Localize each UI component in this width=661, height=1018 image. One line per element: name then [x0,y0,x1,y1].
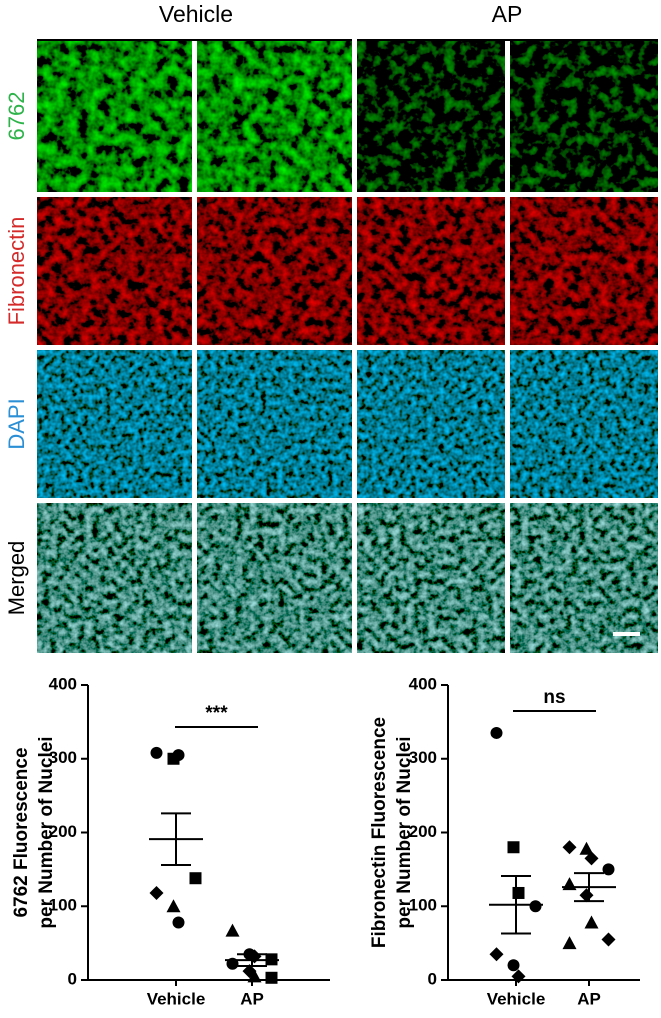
y-tick-label: 100 [409,896,437,915]
data-point [507,841,520,854]
data-point [562,840,577,855]
y-tick-label: 300 [409,748,437,767]
micrographs [37,40,658,653]
data-point [150,746,163,759]
micrograph-texture [37,503,192,653]
micrograph-texture [510,197,658,345]
y-tick-label: 100 [49,896,77,915]
micrograph-texture [37,40,192,192]
y-axis-label: per Number of Nuclei [36,736,57,928]
significance-label: *** [205,703,228,724]
y-axis-label: 6762 Fluorescence [11,747,32,917]
micrograph-texture [197,503,352,653]
y-tick-label: 200 [409,822,437,841]
y-tick-label: 300 [49,748,77,767]
data-point [602,863,615,876]
y-tick-label: 0 [68,969,77,988]
micrograph-texture [510,503,658,653]
significance-label: ns [543,687,565,708]
micrograph-texture [37,197,192,345]
data-point [172,916,185,929]
data-point [490,726,503,739]
data-point [529,900,542,913]
y-axis-label: Fibronectin Fluorescence [369,717,390,948]
data-point [507,959,520,972]
y-tick-label: 400 [409,674,437,693]
micrograph-texture [510,40,658,192]
micrograph-texture [357,197,505,345]
data-point [247,969,262,983]
row-label: DAPI [4,398,29,449]
data-point [166,899,181,913]
row-label: Fibronectin [4,217,29,326]
micrograph-texture [357,350,505,498]
x-tick-label: Vehicle [487,989,546,1008]
data-point [172,749,185,762]
data-point [562,936,577,950]
y-tick-label: 400 [49,674,77,693]
y-tick-label: 0 [428,969,437,988]
micrograph-texture [510,350,658,498]
y-axis-label: per Number of Nuclei [394,736,415,928]
micrograph-texture [197,40,352,192]
micrograph-texture [197,197,352,345]
micrograph-texture [357,503,505,653]
x-tick-label: AP [577,989,601,1008]
data-point [584,915,599,929]
data-point [511,969,526,984]
row-label: 6762 [4,92,29,141]
x-tick-label: Vehicle [147,989,206,1008]
data-point [489,947,504,962]
column-header: Vehicle [159,1,233,27]
data-point [579,841,594,855]
data-point [584,851,599,866]
x-tick-label: AP [240,989,264,1008]
data-point [601,932,616,947]
data-point [189,872,202,885]
row-label: Merged [4,541,29,616]
data-point [562,877,577,891]
data-point [225,923,240,937]
micrograph-texture [357,40,505,192]
data-point [149,885,164,900]
micrograph-texture [37,350,192,498]
micrograph-texture [197,350,352,498]
data-point [512,886,525,899]
y-tick-label: 200 [49,822,77,841]
column-header: AP [492,1,523,27]
data-point [265,971,278,984]
